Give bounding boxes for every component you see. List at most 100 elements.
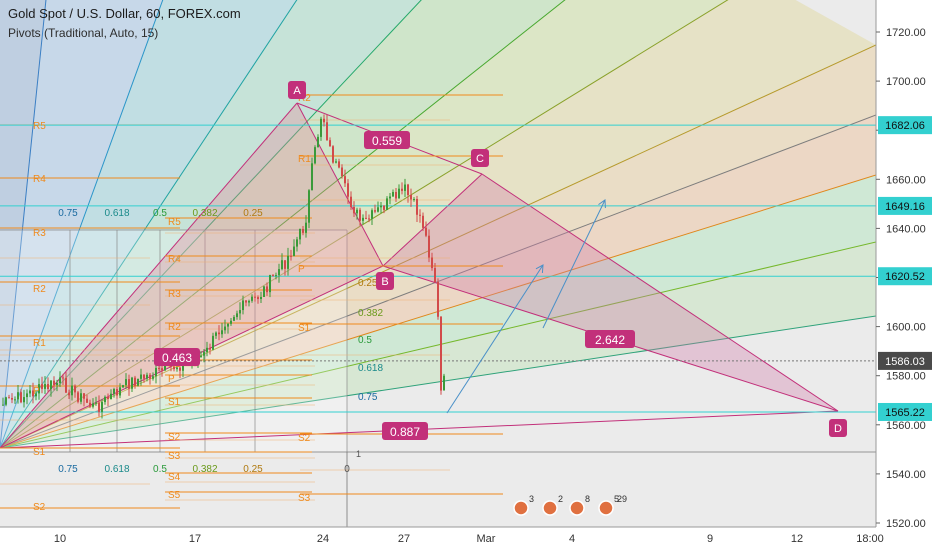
candle-body — [392, 192, 394, 197]
candle-body — [146, 374, 148, 379]
pivot-label-right: S3 — [298, 493, 311, 504]
candle-body — [269, 274, 271, 293]
pivot-label-right: S2 — [298, 433, 311, 444]
calendar-flag-icon — [569, 500, 585, 516]
pivot-label-mid: R2 — [168, 322, 181, 333]
harmonic-ratio-badge — [585, 330, 635, 348]
candle-body — [62, 377, 64, 379]
candle-body — [413, 199, 415, 201]
candle-body — [110, 393, 112, 400]
candle-body — [212, 335, 214, 350]
candle-body — [161, 368, 163, 371]
candle-body — [293, 246, 295, 257]
event-count-label: 3 — [529, 494, 534, 504]
candle-body — [326, 122, 328, 141]
event-count-label: 2 — [558, 494, 563, 504]
candle-body — [152, 376, 154, 379]
candle-body — [233, 317, 235, 321]
candle-body — [302, 229, 304, 233]
calendar-flag-icon — [542, 500, 558, 516]
candle-body — [206, 347, 208, 353]
projection-arrowhead — [598, 199, 606, 209]
candle-body — [68, 392, 70, 396]
candle-body — [104, 396, 106, 403]
candle-body — [122, 385, 124, 388]
candle-body — [386, 198, 388, 210]
harmonic-leg — [481, 173, 839, 412]
candle-body — [377, 207, 379, 212]
gann-fan-line — [0, 0, 566, 449]
gann-fan-line — [0, 0, 47, 449]
candle-body — [281, 260, 283, 270]
price-badge — [878, 196, 932, 215]
fib-level-label: 0.5 — [153, 208, 167, 219]
harmonic-point-badge — [288, 81, 306, 99]
candle-body — [359, 209, 361, 221]
candle-body — [404, 184, 406, 191]
candle-body — [311, 163, 313, 191]
pivot-label-left: R1 — [33, 338, 46, 349]
pivot-label-left: R4 — [33, 174, 46, 185]
candle-body — [98, 402, 100, 412]
candle-body — [137, 378, 139, 386]
candle-body — [242, 300, 244, 311]
candle-body — [221, 330, 223, 335]
price-badge — [878, 267, 932, 286]
candle-body — [113, 389, 115, 394]
symbol-title[interactable]: Gold Spot / U.S. Dollar, 60, FOREX.com — [8, 6, 241, 21]
fib-level-label: 0.25 — [243, 208, 263, 219]
price-tick-label: 1540.00 — [886, 469, 926, 481]
candle-body — [17, 392, 19, 400]
fib-level-label: 0.382 — [192, 208, 217, 219]
candle-body — [299, 229, 301, 240]
price-badge-label: 1565.22 — [885, 407, 925, 419]
pivot-label-mid: S1 — [168, 397, 181, 408]
candle-body — [101, 402, 103, 412]
candle-body — [107, 396, 109, 400]
fib-level-label: 0.618 — [104, 208, 129, 219]
candle-body — [254, 296, 256, 298]
price-tick-label: 1660.00 — [886, 174, 926, 186]
fib-level-label-right: 0.75 — [358, 392, 378, 403]
fib-level-label: 0.75 — [58, 208, 78, 219]
candle-body — [83, 393, 85, 399]
event-count-label: 5 — [614, 494, 619, 504]
fib-level-label-bottom: 0.618 — [104, 464, 129, 475]
candle-body — [2, 404, 4, 406]
harmonic-ratio-label: 0.559 — [372, 134, 402, 148]
harmonic-leg — [382, 173, 483, 267]
candle-body — [20, 392, 22, 403]
candle-body — [8, 397, 10, 399]
candle-body — [251, 296, 253, 301]
gann-fan-line — [0, 0, 298, 449]
pivot-label-left: S2 — [33, 502, 46, 513]
pivot-label-mid: R4 — [168, 254, 181, 265]
indicator-legend[interactable]: Pivots (Traditional, Auto, 15) — [8, 26, 159, 40]
candle-body — [26, 393, 28, 398]
harmonic-point-badge — [376, 272, 394, 290]
candle-body — [335, 161, 337, 163]
pivot-label-mid: S5 — [168, 490, 181, 501]
candle-body — [362, 217, 364, 221]
gann-fan-line — [0, 0, 729, 449]
candle-body — [380, 205, 382, 208]
candle-body — [305, 222, 307, 233]
candle-body — [158, 367, 160, 369]
candle-body — [371, 210, 373, 219]
harmonic-ratio-label: 2.642 — [595, 333, 625, 347]
candle-body — [263, 286, 265, 298]
candle-body — [395, 192, 397, 199]
candle-body — [77, 392, 79, 402]
harmonic-ratio-badge — [382, 422, 428, 440]
candle-body — [431, 257, 433, 269]
price-badge-label: 1682.06 — [885, 120, 925, 132]
candle-body — [350, 196, 352, 207]
price-badge — [878, 402, 932, 421]
candle-body — [44, 384, 46, 389]
harmonic-bcd-triangle — [383, 174, 838, 411]
candle-body — [35, 393, 37, 397]
harmonic-ratio-label: 0.463 — [162, 351, 192, 365]
candle-body — [407, 184, 409, 195]
